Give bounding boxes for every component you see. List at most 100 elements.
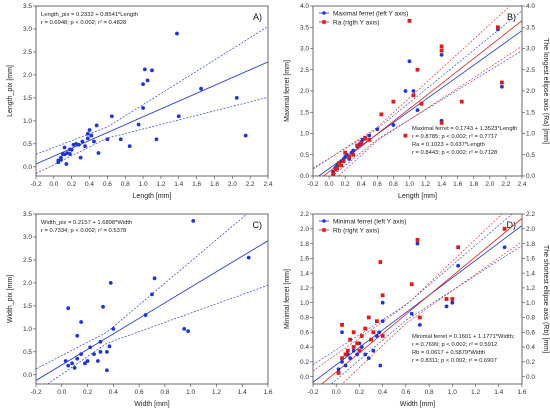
y-right-tick-label: 2.0 (526, 226, 535, 233)
data-point (391, 123, 396, 127)
y-tick-label: 0.4 (300, 344, 309, 351)
x-tick-label: 1.6 (263, 389, 272, 396)
plot-area (313, 214, 522, 384)
x-tick-label: 1.4 (238, 389, 247, 396)
x-tick-label: 2.2 (246, 181, 255, 188)
data-point (80, 139, 85, 144)
data-point (411, 89, 416, 93)
data-point (377, 330, 382, 335)
y-right-tick-label: 2.0 (526, 88, 535, 95)
x-tick-label: 0.6 (401, 389, 410, 396)
data-point (415, 108, 420, 113)
data-point (366, 356, 371, 361)
data-point (348, 356, 353, 361)
data-point (450, 297, 455, 301)
y-right-tick-label: 0.5 (526, 152, 535, 159)
ci-lower-line (341, 241, 522, 384)
x-tick-label: 0.0 (49, 181, 58, 188)
data-point (340, 322, 344, 327)
data-point (87, 128, 92, 132)
data-point (444, 297, 449, 301)
panel-letter: C) (253, 220, 263, 230)
data-point (343, 363, 348, 368)
data-point (456, 263, 461, 268)
data-point (199, 86, 203, 91)
regression-annotation: r = 0.7334; p < 0.002; r² = 0.5378 (41, 228, 126, 234)
regression-annotation: r = 0.8311; p < 0.002; r² = 0.6907 (412, 358, 497, 364)
y-tick-label: 1.6 (300, 256, 309, 263)
x-tick-label: 2.2 (501, 181, 510, 188)
y-tick-label: 2.0 (300, 226, 309, 233)
data-point (359, 334, 364, 338)
y-tick-label: 0.0 (23, 164, 32, 171)
data-point (104, 368, 109, 373)
y-right-tick-label: 1.5 (526, 109, 535, 116)
data-point (351, 152, 356, 157)
legend-label: Minimal ferret (left Y axis) (333, 218, 406, 225)
x-tick-label: 0.4 (357, 181, 366, 188)
data-point (69, 147, 74, 152)
y-right-tick-label: 4.0 (526, 3, 535, 10)
x-tick-label: 1.2 (471, 389, 480, 396)
y-right-tick-label: 1.4 (526, 270, 535, 277)
y-tick-label: 0.8 (300, 315, 309, 322)
ci-lower-line (338, 46, 522, 176)
panel-b: -0.2 0.0 0.2 0.4 0.6 0.8 1.0 1.2 1.4 1.6 1.8 2.0 2.2… (284, 3, 549, 200)
y-tick-label: 1.5 (300, 109, 309, 116)
data-point (72, 366, 77, 370)
data-point (409, 311, 414, 316)
data-point (234, 95, 239, 100)
x-tick-label: 2.0 (228, 181, 237, 188)
data-point (378, 363, 383, 368)
data-point (70, 361, 74, 366)
legend-marker (322, 228, 326, 232)
x-axis-label: Width [mm] (134, 401, 169, 408)
data-point (409, 282, 414, 287)
data-point (380, 334, 385, 338)
regression-annotation: Ra = 0.1023 + 0.637*Length (412, 142, 485, 148)
y-tick-label: 2.5 (23, 257, 32, 264)
y-axis-label: Minimal ferret [mm] (284, 269, 291, 329)
x-tick-label: 1.0 (448, 389, 457, 396)
data-point (355, 352, 360, 357)
plot-frame (35, 5, 269, 177)
y-right-tick-label: 1.2 (526, 285, 535, 292)
data-point (336, 367, 341, 372)
data-point (340, 359, 344, 364)
x-tick-label: 1.8 (469, 181, 478, 188)
data-point (403, 89, 408, 93)
data-point (182, 326, 187, 331)
data-point (359, 345, 364, 349)
y-right-tick-label: 1.0 (526, 300, 535, 307)
y-right-tick-label: 1.6 (526, 256, 535, 263)
data-point (371, 330, 376, 335)
data-point (335, 166, 340, 171)
data-point (176, 114, 181, 119)
data-point (336, 161, 341, 166)
data-point (336, 371, 341, 375)
y-tick-label: 3.0 (23, 26, 32, 33)
x-tick-label: 0.6 (135, 389, 144, 396)
ci-upper-line (313, 214, 513, 365)
x-tick-label: -0.2 (30, 181, 42, 188)
data-point (366, 315, 371, 320)
x-tick-label: 0.0 (332, 389, 341, 396)
data-point (107, 344, 112, 349)
data-point (104, 349, 109, 354)
x-tick-label: 0.0 (57, 389, 66, 396)
ci-lower-line (46, 284, 268, 384)
x-tick-label: 0.6 (373, 181, 382, 188)
data-point (439, 52, 444, 57)
data-point (127, 144, 132, 149)
data-point (347, 154, 352, 159)
data-point (141, 106, 145, 110)
legend-label: Ra (rigth Y axis) (333, 19, 379, 26)
panel-a: -0.2 0.0 0.2 0.4 0.6 0.8 1.0 1.2 1.4 1.6 1.8 2.0 2.2… (7, 3, 273, 200)
x-tick-label: 1.4 (494, 389, 503, 396)
data-point (502, 245, 507, 250)
data-point (75, 333, 80, 338)
data-point (98, 349, 103, 354)
data-point (340, 356, 344, 361)
y-tick-label: 3.5 (23, 211, 32, 218)
